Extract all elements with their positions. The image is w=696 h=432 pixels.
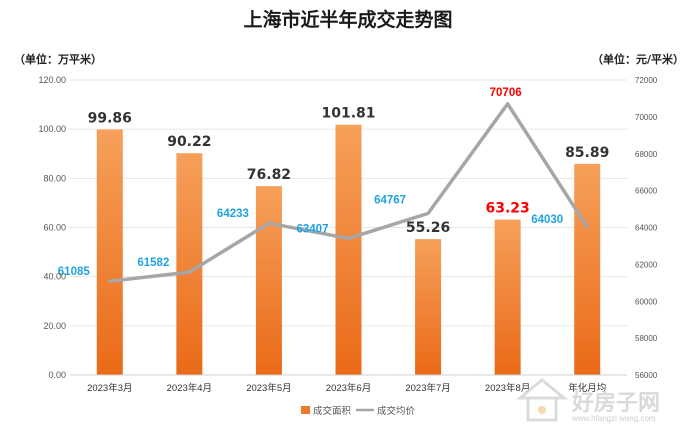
legend: 成交面积 成交均价: [301, 405, 416, 417]
line-value-label: 64767: [374, 194, 406, 206]
x-tick-label: 2023年6月: [326, 382, 371, 394]
x-tick-label: 2023年8月: [485, 382, 530, 394]
bar: [96, 129, 123, 375]
chart-title: 上海市近半年成交走势图: [243, 8, 452, 31]
line-value-label: 63407: [297, 223, 329, 235]
y-tick-label: 100.00: [38, 124, 66, 134]
y2-tick-label: 72000: [635, 76, 658, 85]
bar: [574, 163, 601, 375]
line-point: [347, 236, 350, 240]
y2-tick-label: 58000: [635, 334, 658, 343]
y-tick-label: 60.00: [43, 223, 66, 233]
y2-tick-label: 68000: [635, 150, 658, 159]
line-point: [187, 270, 191, 274]
y2-tick-label: 70000: [635, 113, 658, 122]
watermark: 好房子网 www.hfangzi wang.com: [515, 378, 660, 423]
legend-bar-label: 成交面积: [313, 405, 352, 417]
y2-tick-label: 56000: [635, 371, 658, 380]
house-logo-icon: [515, 378, 569, 422]
watermark-text: 好房子网: [571, 390, 660, 416]
y-tick-label: 120.00: [38, 75, 66, 85]
x-tick-label: 2023年3月: [87, 382, 132, 394]
bar-value-label: 101.81: [321, 106, 375, 122]
bar: [415, 239, 442, 375]
x-tick-label: 年化月均: [568, 382, 606, 394]
watermark-url: www.hfangzi wang.com: [571, 414, 656, 423]
right-axis-unit: （单位：元/平米）: [592, 52, 684, 66]
x-tick-label: 2023年4月: [167, 382, 212, 394]
bar-value-label: 85.89: [565, 145, 609, 161]
y2-tick-label: 62000: [635, 260, 658, 269]
line-value-label: 61582: [137, 257, 169, 269]
bar: [335, 124, 362, 375]
bar-value-label: 99.86: [88, 111, 132, 127]
left-axis-unit: （单位：万平米）: [14, 52, 102, 66]
y-tick-label: 40.00: [43, 272, 66, 282]
y-tick-label: 80.00: [43, 173, 66, 183]
line-point: [426, 211, 430, 215]
line-point: [108, 279, 112, 283]
y2-tick-label: 66000: [635, 187, 658, 196]
bar-value-label: 63.23: [485, 201, 529, 217]
bar-value-label: 90.22: [167, 134, 211, 150]
y2-tick-label: 60000: [635, 297, 658, 306]
bar: [176, 153, 203, 375]
y-tick-label: 20.00: [43, 321, 66, 331]
line-value-label: 70706: [490, 87, 522, 99]
line-value-label: 64030: [531, 214, 563, 226]
legend-bar-swatch: [301, 406, 310, 414]
line-value-label: 64233: [217, 208, 249, 220]
y2-tick-label: 64000: [635, 224, 658, 233]
x-tick-label: 2023年5月: [246, 382, 291, 394]
line-point: [585, 225, 589, 229]
legend-line-label: 成交均价: [377, 405, 416, 417]
bar: [494, 219, 521, 375]
x-tick-label: 2023年7月: [405, 382, 450, 394]
line-point: [267, 221, 271, 225]
line-value-label: 61085: [58, 266, 91, 278]
line-point: [506, 102, 510, 106]
bar-value-label: 76.82: [247, 167, 291, 183]
bar: [255, 186, 282, 375]
bar-value-label: 55.26: [406, 220, 450, 236]
y-tick-label: 0.00: [48, 370, 66, 380]
